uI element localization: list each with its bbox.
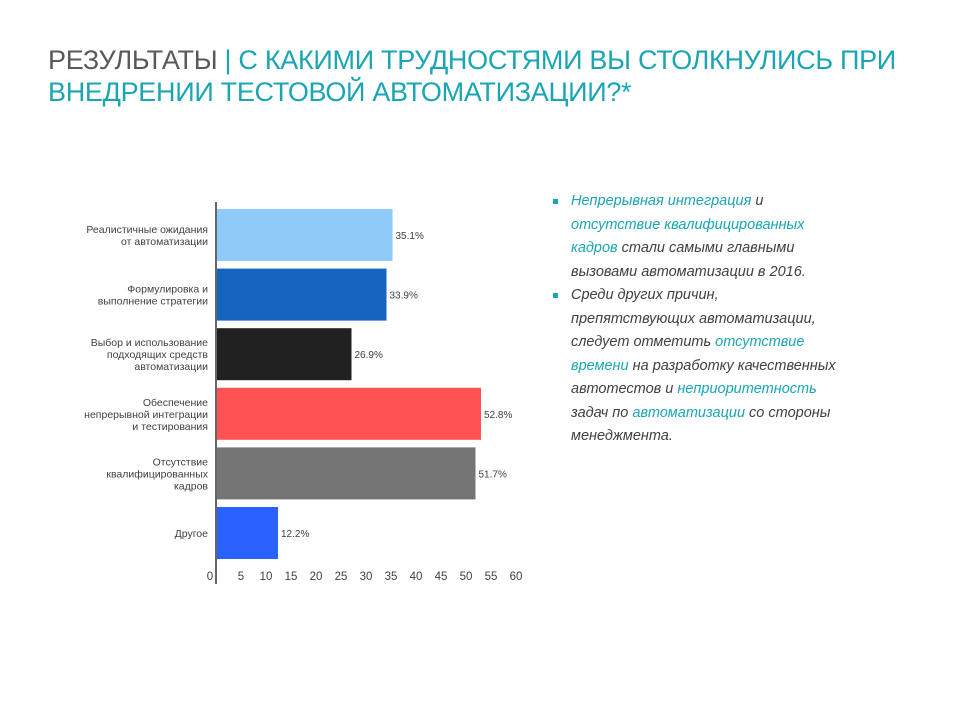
notes-list: Непрерывная интеграция и отсутствие квал… (550, 190, 840, 449)
x-tick-label: 40 (410, 571, 423, 583)
note-highlight: Непрерывная интеграция (571, 193, 752, 209)
category-label-line: от автоматизации (121, 236, 208, 248)
note-text: на разработку качественных автотестов и (571, 357, 836, 398)
note-highlight: неприоритетность (677, 381, 817, 397)
note-highlight: отсутствие времени (571, 334, 805, 374)
category-label-line: Формулировка и (127, 284, 208, 296)
category-label-line: и тестирования (132, 421, 208, 433)
category-label-line: Другое (175, 528, 209, 540)
bar-4 (217, 387, 481, 440)
category-label-line: кадров (174, 480, 208, 492)
category-label-line: Реалистичные ожидания (86, 224, 208, 236)
x-tick-label: 50 (460, 571, 473, 583)
x-tick-label: 55 (485, 571, 498, 583)
bar-value-label-5: 51.7% (479, 469, 507, 480)
x-tick-label: 10 (260, 571, 273, 583)
note-text: со стороны менеджмента. (571, 404, 831, 445)
category-label-3: Выбор и использование подходящих средств а… (91, 337, 209, 373)
category-label-line: Отсутствие (153, 456, 209, 468)
bullet-icon (553, 293, 558, 298)
x-tick-label: 0 (207, 571, 213, 583)
bar-value-label-1: 35.1% (396, 231, 424, 242)
x-tick-label: 15 (285, 571, 298, 583)
bullet-icon (553, 199, 558, 204)
category-label-line: непрерывной интеграции (84, 409, 208, 421)
x-tick-label: 35 (385, 571, 398, 583)
x-tick-label: 30 (360, 571, 373, 583)
bar-6 (217, 507, 278, 559)
bar-value-label-6: 12.2% (281, 529, 309, 540)
category-label-6: Другое (175, 528, 209, 540)
bar-1 (217, 209, 393, 261)
category-label-line: Выбор и использование (91, 337, 208, 349)
note-text: стали самыми главными вызовами автоматиз… (571, 240, 806, 280)
bar-5 (217, 447, 476, 500)
note-text: и (751, 193, 764, 209)
bar-3 (217, 328, 352, 381)
category-label-line: выполнение стратегии (98, 296, 208, 308)
x-tick-label: 25 (335, 571, 348, 583)
category-label-line: квалифицированных (106, 468, 208, 480)
x-tick-label: 60 (510, 571, 523, 583)
slide-title-question: | С КАКИМИ ТРУДНОСТЯМИ ВЫ СТОЛКНУЛИСЬ ПР… (48, 45, 896, 107)
category-label-1: Реалистичные ожидания от автоматизации (86, 224, 208, 248)
category-label-line: автоматизации (134, 361, 208, 373)
bar-value-label-3: 26.9% (355, 350, 383, 361)
note-text: Среди других причин, препятствующих авто… (571, 287, 816, 350)
bar-value-label-4: 52.8% (484, 410, 512, 421)
category-label-4: Обеспечение непрерывной интеграции и тести… (84, 397, 208, 433)
x-tick-label: 5 (238, 571, 244, 583)
slide-title-lead: РЕЗУЛЬТАТЫ (48, 45, 218, 75)
bar-2 (217, 268, 387, 321)
x-tick-label: 20 (310, 571, 323, 583)
slide-title: РЕЗУЛЬТАТЫ | С КАКИМИ ТРУДНОСТЯМИ ВЫ СТО… (48, 44, 928, 108)
note-highlight: отсутствие квалифицированных кадров (571, 216, 805, 257)
category-label-2: Формулировка и выполнение стратегии (98, 284, 208, 308)
note-item-1: Непрерывная интеграция и отсутствие квал… (550, 190, 840, 284)
category-label-line: подходящих средств (107, 349, 209, 361)
category-label-5: Отсутствие квалифицированных кадров (106, 456, 208, 492)
note-item-2: Среди других причин, препятствующих авто… (550, 284, 840, 449)
category-label-line: Обеспечение (143, 397, 208, 409)
note-text: задач по (571, 404, 633, 421)
note-highlight: автоматизации (632, 404, 746, 421)
x-tick-label: 45 (435, 571, 448, 583)
bar-value-label-2: 33.9% (390, 291, 418, 302)
